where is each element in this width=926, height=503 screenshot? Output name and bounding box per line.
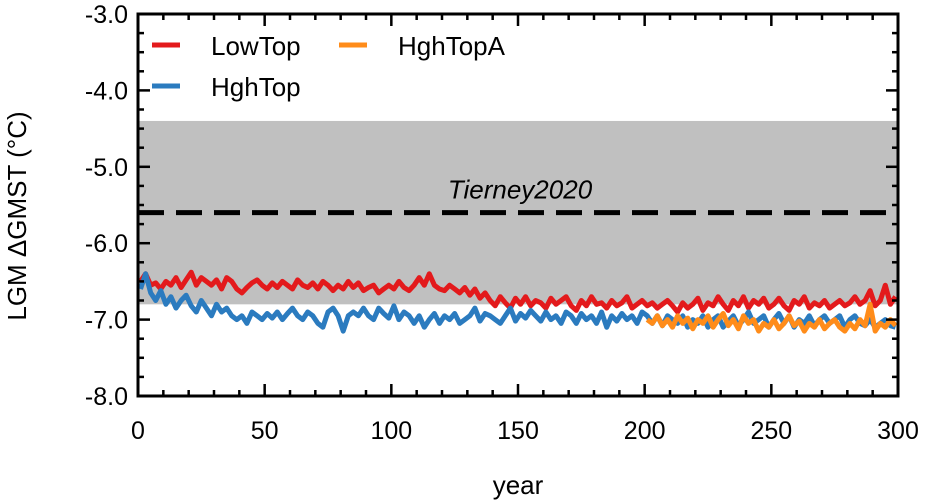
x-tick-label: 150 xyxy=(497,417,539,445)
x-tick-label: 300 xyxy=(877,417,919,445)
y-tick-labels: -8.0 -7.0 -6.0 -5.0 -4.0 -3.0 xyxy=(85,1,128,411)
x-tick-label: 50 xyxy=(251,417,279,445)
series-line-hghtopa xyxy=(645,301,898,334)
x-tick-label: 0 xyxy=(131,417,145,445)
series-layer xyxy=(138,269,898,334)
y-tick-label: -4.0 xyxy=(85,77,128,105)
y-axis-title: LGM ΔGMST (°C) xyxy=(2,111,32,320)
legend-label-lowtop: LowTop xyxy=(211,31,301,61)
legend-label-hghtop: HghTop xyxy=(211,72,301,102)
legend: LowTop HghTop HghTopA xyxy=(152,31,506,102)
x-tick-labels: 0 50 100 150 200 250 300 xyxy=(131,417,919,445)
x-tick-label: 100 xyxy=(370,417,412,445)
x-tick-label: 200 xyxy=(624,417,666,445)
ticks-layer xyxy=(136,12,900,398)
y-tick-label: -8.0 xyxy=(85,383,128,411)
legend-label-hghtopa: HghTopA xyxy=(398,31,506,61)
reference-label: Tierney2020 xyxy=(448,175,593,205)
x-axis-title: year xyxy=(493,470,544,500)
y-tick-label: -7.0 xyxy=(85,307,128,335)
y-tick-label: -5.0 xyxy=(85,154,128,182)
series-line-lowtop xyxy=(138,269,898,315)
x-tick-label: 250 xyxy=(750,417,792,445)
y-tick-label: -3.0 xyxy=(85,1,128,29)
y-tick-label: -6.0 xyxy=(85,230,128,258)
